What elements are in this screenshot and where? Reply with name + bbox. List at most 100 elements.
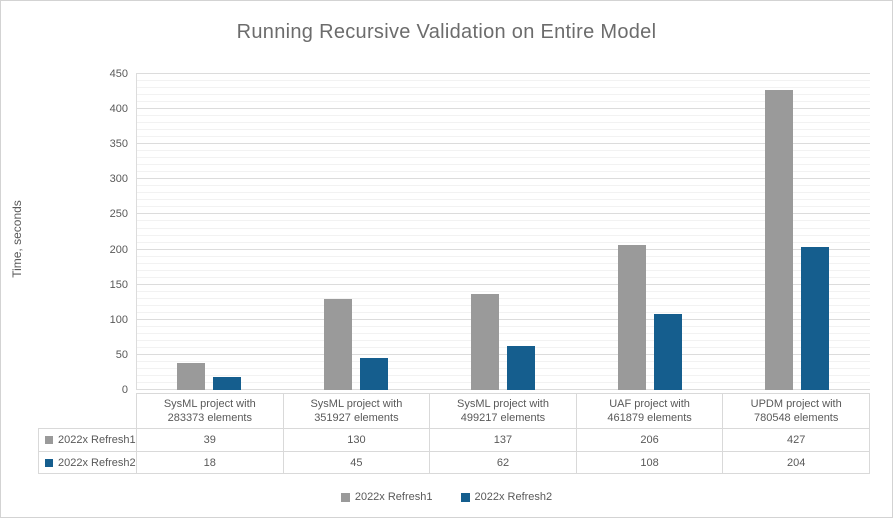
minor-gridline	[136, 192, 870, 194]
value-cell: 39	[136, 429, 283, 451]
bar-series2-cat5	[800, 246, 829, 390]
value-cell: 45	[282, 452, 430, 473]
minor-gridline	[136, 94, 870, 96]
value-cell: 62	[429, 452, 576, 473]
major-gridline	[136, 143, 870, 145]
minor-gridline	[136, 374, 870, 376]
legend-item: 2022x Refresh1	[340, 491, 433, 503]
minor-gridline	[136, 87, 870, 89]
minor-gridline	[136, 290, 870, 292]
minor-gridline	[136, 115, 870, 117]
series-row-header: 2022x Refresh1	[38, 429, 136, 451]
category-header-cell: SysML project with 351927 elements	[282, 394, 430, 428]
y-tick-label: 350	[109, 138, 128, 151]
minor-gridline	[136, 234, 870, 236]
minor-gridline	[136, 255, 870, 257]
category-header-cell: UPDM project with 780548 elements	[722, 394, 870, 428]
y-tick-label: 100	[109, 313, 128, 326]
bar-series1-cat2	[324, 298, 353, 390]
value-cell: 18	[136, 452, 283, 473]
minor-gridline	[136, 311, 870, 313]
major-gridline	[136, 213, 870, 215]
minor-gridline	[136, 241, 870, 243]
y-tick-label: 250	[109, 208, 128, 221]
plot-area	[136, 73, 870, 390]
y-tick-label: 300	[109, 173, 128, 186]
table-series-row: 2022x Refresh2 18 45 62 108 204	[38, 451, 870, 474]
minor-gridline	[136, 80, 870, 82]
y-tick-label: 200	[109, 243, 128, 256]
legend-label: 2022x Refresh1	[354, 491, 433, 503]
minor-gridline	[136, 367, 870, 369]
series-name: 2022x Refresh1	[58, 434, 136, 446]
legend-key-icon	[45, 458, 53, 467]
minor-gridline	[136, 199, 870, 201]
y-tick-label: 50	[115, 348, 128, 361]
bar-series1-cat5	[764, 90, 793, 390]
value-cell: 130	[282, 429, 430, 451]
legend-key-icon	[45, 436, 53, 444]
minor-gridline	[136, 157, 870, 159]
major-gridline	[136, 318, 870, 320]
y-tick-label: 450	[109, 68, 128, 80]
major-gridline	[136, 283, 870, 285]
minor-gridline	[136, 101, 870, 103]
bar-series1-cat1	[177, 362, 206, 390]
minor-gridline	[136, 346, 870, 348]
value-cell: 137	[429, 429, 576, 451]
value-cell: 108	[575, 452, 723, 473]
y-tick-label: 150	[109, 278, 128, 291]
y-axis-line	[136, 74, 137, 390]
minor-gridline	[136, 122, 870, 124]
legend-color-icon	[340, 492, 350, 502]
bar-series2-cat1	[213, 377, 242, 390]
chart-title: Running Recursive Validation on Entire M…	[236, 21, 657, 43]
major-gridline	[136, 248, 870, 250]
minor-gridline	[136, 129, 870, 131]
major-gridline	[136, 73, 870, 74]
y-tick-label: 0	[121, 384, 128, 396]
value-cell: 204	[722, 452, 870, 473]
minor-gridline	[136, 297, 870, 299]
minor-gridline	[136, 304, 870, 306]
minor-gridline	[136, 164, 870, 166]
legend: 2022x Refresh1 2022x Refresh2	[1, 491, 892, 503]
y-axis-title: Time, seconds	[10, 200, 24, 278]
major-gridline	[136, 178, 870, 180]
legend-color-icon	[460, 492, 470, 502]
minor-gridline	[136, 206, 870, 208]
minor-gridline	[136, 262, 870, 264]
major-gridline	[136, 108, 870, 110]
category-header-cell: UAF project with 461879 elements	[575, 394, 723, 428]
legend-item: 2022x Refresh2	[460, 491, 553, 503]
minor-gridline	[136, 171, 870, 173]
category-header-cell: SysML project with 283373 elements	[136, 394, 283, 428]
minor-gridline	[136, 381, 870, 383]
minor-gridline	[136, 276, 870, 278]
minor-gridline	[136, 136, 870, 138]
table-header-row: SysML project with 283373 elements SysML p…	[136, 393, 870, 428]
table-series-row: 2022x Refresh1 39 130 137 206 427	[38, 428, 870, 451]
bar-series2-cat2	[360, 358, 389, 390]
bar-series2-cat4	[653, 314, 682, 390]
value-cell: 427	[722, 429, 870, 451]
major-gridline	[136, 353, 870, 355]
bar-series2-cat3	[507, 346, 535, 390]
minor-gridline	[136, 185, 870, 187]
minor-gridline	[136, 339, 870, 341]
major-gridline	[136, 389, 870, 390]
series-name: 2022x Refresh2	[58, 456, 136, 469]
minor-gridline	[136, 220, 870, 222]
minor-gridline	[136, 332, 870, 334]
minor-gridline	[136, 150, 870, 152]
legend-label: 2022x Refresh2	[474, 491, 553, 503]
bar-series1-cat4	[617, 245, 646, 390]
bar-series1-cat3	[471, 293, 499, 390]
minor-gridline	[136, 325, 870, 327]
minor-gridline	[136, 227, 870, 229]
minor-gridline	[136, 360, 870, 362]
series-row-header: 2022x Refresh2	[38, 452, 136, 473]
value-cell: 206	[575, 429, 723, 451]
